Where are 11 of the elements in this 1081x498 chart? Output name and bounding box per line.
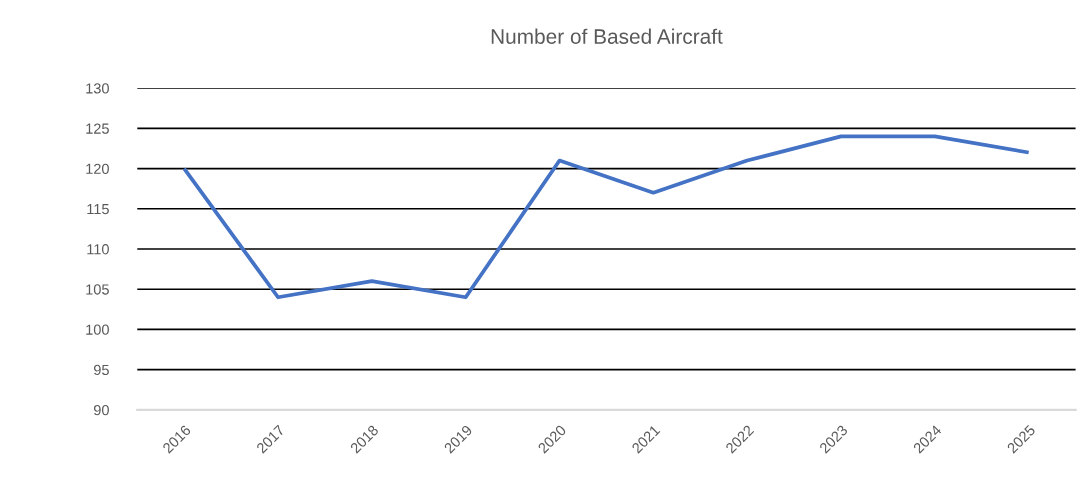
y-tick-label: 95 bbox=[93, 364, 109, 376]
y-tick-label: 105 bbox=[86, 284, 109, 295]
y-tick-label: 130 bbox=[86, 83, 109, 94]
y-tick-label: 125 bbox=[86, 123, 109, 134]
y-tick-label: 110 bbox=[87, 244, 109, 255]
y-tick-label: 100 bbox=[86, 324, 109, 335]
y-tick-label: 115 bbox=[87, 204, 109, 215]
y-tick-label: 120 bbox=[86, 163, 109, 174]
chart-title: Number of Based Aircraft bbox=[491, 28, 723, 44]
y-tick-label: 90 bbox=[93, 404, 109, 416]
line-series bbox=[182, 134, 1031, 300]
